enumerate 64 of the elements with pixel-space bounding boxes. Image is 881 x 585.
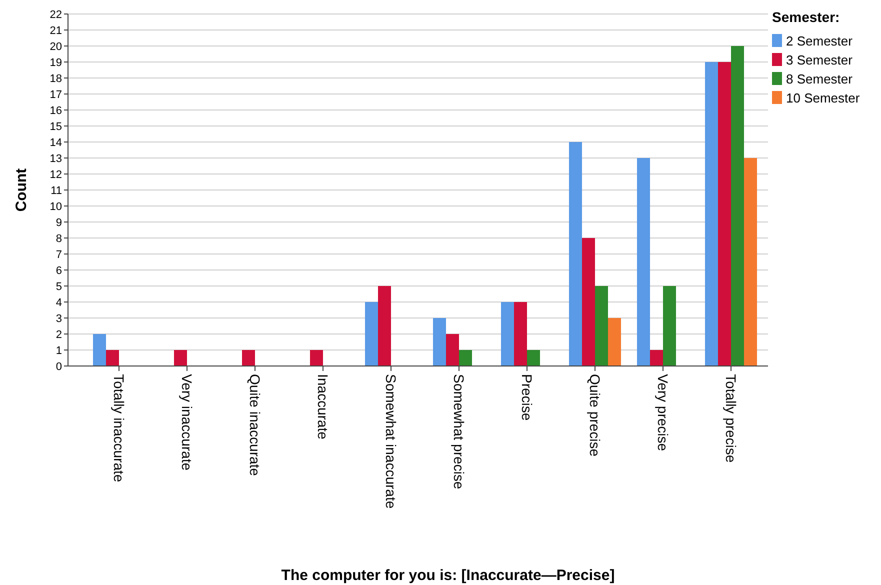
y-tick-label: 15: [50, 120, 62, 133]
bar: [378, 286, 391, 366]
x-tick-label: Quite inaccurate: [247, 374, 264, 476]
bar: [174, 350, 187, 366]
y-tick-label: 9: [56, 216, 62, 229]
bar: [106, 350, 119, 366]
y-tick-label: 2: [56, 328, 62, 341]
x-tick-label: Totally precise: [723, 374, 740, 463]
bar: [310, 350, 323, 366]
bar: [744, 158, 757, 366]
x-tick-label: Inaccurate: [315, 374, 332, 440]
y-tick-label: 11: [50, 184, 62, 197]
y-tick-label: 21: [50, 24, 62, 37]
x-tick-label: Quite precise: [587, 374, 604, 457]
y-axis-title: Count: [13, 168, 30, 212]
bar: [446, 334, 459, 366]
x-axis-title: The computer for you is: [Inaccurate—Precise]: [281, 567, 615, 584]
legend-label: 3 Semester: [786, 52, 854, 68]
x-tick-label: Precise: [519, 374, 536, 421]
y-tick-label: 17: [50, 88, 62, 101]
x-tick-label: Somewhat precise: [451, 374, 468, 490]
bar: [93, 334, 106, 366]
bar: [365, 302, 378, 366]
y-tick-label: 10: [50, 200, 62, 213]
y-tick-label: 0: [56, 360, 62, 373]
bar: [608, 318, 621, 366]
y-tick-label: 8: [56, 232, 62, 245]
bar: [705, 62, 718, 366]
y-tick-label: 20: [50, 40, 62, 53]
legend-title: Semester:: [772, 9, 840, 25]
y-tick-label: 5: [56, 280, 62, 293]
bar: [569, 142, 582, 366]
x-tick-label: Very precise: [655, 374, 672, 452]
bar: [433, 318, 446, 366]
y-tick-label: 16: [50, 104, 62, 117]
bar: [650, 350, 663, 366]
bar: [242, 350, 255, 366]
y-tick-label: 13: [50, 152, 62, 165]
bar: [595, 286, 608, 366]
y-tick-label: 7: [56, 248, 62, 261]
y-tick-label: 18: [50, 72, 62, 85]
y-tick-label: 3: [56, 312, 62, 325]
x-tick-label: Somewhat inaccurate: [383, 374, 400, 509]
bar: [663, 286, 676, 366]
bar: [637, 158, 650, 366]
bar: [582, 238, 595, 366]
x-tick-label: Very inaccurate: [179, 374, 196, 471]
bar: [459, 350, 472, 366]
bar: [731, 46, 744, 366]
bar: [718, 62, 731, 366]
y-tick-label: 12: [50, 168, 62, 181]
legend-label: 8 Semester: [786, 72, 854, 87]
y-tick-label: 22: [50, 8, 62, 21]
y-tick-label: 6: [56, 264, 62, 277]
x-tick-label: Totally inaccurate: [111, 374, 128, 482]
legend-label: 10 Semester: [786, 90, 860, 106]
y-tick-label: 19: [50, 56, 62, 69]
legend-label: 2 Semester: [786, 34, 854, 49]
bar: [514, 302, 527, 366]
y-tick-label: 1: [56, 344, 62, 357]
bar: [527, 350, 540, 366]
y-tick-label: 14: [50, 136, 62, 149]
bar: [501, 302, 514, 366]
y-tick-label: 4: [56, 296, 62, 309]
